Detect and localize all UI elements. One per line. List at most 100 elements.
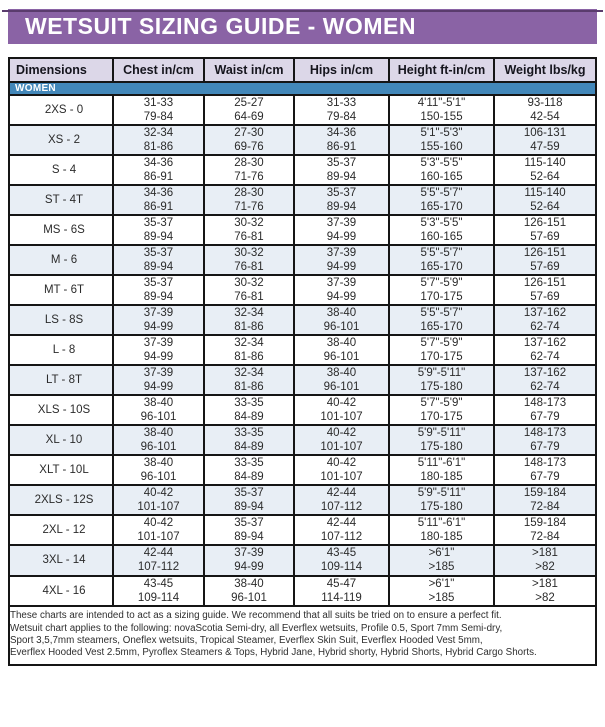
weight-cell: 159-184 72-84 [493, 484, 597, 517]
size-label: 2XS - 0 [8, 93, 114, 127]
hips-cell: 42-44 107-112 [293, 514, 390, 547]
table-row: 4XL - 16 43-45 109-114 38-40 96-101 45-47 114-… [8, 574, 597, 607]
chest-cell: 34-36 86-91 [112, 154, 205, 187]
column-header-dimensions: Dimensions [8, 57, 114, 83]
column-header-height: Height ft-in/cm [388, 57, 495, 83]
section-row-women: WOMEN [8, 81, 597, 96]
height-cell: 5'1"-5'3" 155-160 [388, 124, 495, 157]
size-label: LS - 8S [8, 304, 114, 337]
height-cell: 5'9"-5'11" 175-180 [388, 364, 495, 397]
footnote-block: These charts are intended to act as a si… [8, 604, 597, 666]
waist-cell: 33-35 84-89 [203, 454, 295, 487]
table-row: XS - 2 32-34 81-86 27-30 69-76 34-36 86-91 5'1"… [8, 124, 597, 157]
size-label: M - 6 [8, 244, 114, 277]
footnote-line-4: Everflex Hooded Vest 2.5mm, Pyroflex Ste… [10, 647, 537, 659]
hips-cell: 38-40 96-101 [293, 304, 390, 337]
column-header-row: Dimensions Chest in/cm Waist in/cm Hips in/… [8, 57, 597, 83]
table-row: XLS - 10S 38-40 96-101 33-35 84-89 40-42 101-1… [8, 394, 597, 427]
hips-cell: 45-47 114-119 [293, 574, 390, 607]
height-cell: 5'5"-5'7" 165-170 [388, 184, 495, 217]
hips-cell: 38-40 96-101 [293, 334, 390, 367]
hips-cell: 37-39 94-99 [293, 214, 390, 247]
hips-cell: 40-42 101-107 [293, 424, 390, 457]
table-row: 3XL - 14 42-44 107-112 37-39 94-99 43-45 109-1… [8, 544, 597, 577]
column-header-chest: Chest in/cm [112, 57, 205, 83]
hips-cell: 43-45 109-114 [293, 544, 390, 577]
waist-cell: 25-27 64-69 [203, 93, 295, 127]
size-label: 2XLS - 12S [8, 484, 114, 517]
table-row: MT - 6T 35-37 89-94 30-32 76-81 37-39 94-99 5'7… [8, 274, 597, 307]
waist-cell: 28-30 71-76 [203, 154, 295, 187]
hips-cell: 31-33 79-84 [293, 93, 390, 127]
waist-cell: 28-30 71-76 [203, 184, 295, 217]
chest-cell: 38-40 96-101 [112, 394, 205, 427]
weight-cell: 93-118 42-54 [493, 93, 597, 127]
hips-cell: 34-36 86-91 [293, 124, 390, 157]
chest-cell: 31-33 79-84 [112, 93, 205, 127]
height-cell: 5'5"-5'7" 165-170 [388, 304, 495, 337]
chest-cell: 37-39 94-99 [112, 364, 205, 397]
hips-cell: 40-42 101-107 [293, 454, 390, 487]
height-cell: >6'1" >185 [388, 544, 495, 577]
chest-cell: 37-39 94-99 [112, 304, 205, 337]
waist-cell: 30-32 76-81 [203, 214, 295, 247]
chest-cell: 40-42 101-107 [112, 514, 205, 547]
waist-cell: 27-30 69-76 [203, 124, 295, 157]
weight-cell: 148-173 67-79 [493, 394, 597, 427]
height-cell: 5'9"-5'11" 175-180 [388, 424, 495, 457]
weight-cell: 148-173 67-79 [493, 454, 597, 487]
footnote-line-3: Sport 3,5,7mm steamers, Oneflex wetsuits… [10, 635, 483, 647]
hips-cell: 42-44 107-112 [293, 484, 390, 517]
footnote-row: These charts are intended to act as a si… [8, 604, 597, 666]
waist-cell: 37-39 94-99 [203, 544, 295, 577]
hips-cell: 38-40 96-101 [293, 364, 390, 397]
top-accent-strip [2, 10, 603, 12]
section-label: WOMEN [8, 81, 597, 96]
table-row: 2XS - 0 31-33 79-84 25-27 64-69 31-33 79-84 4'1… [8, 93, 597, 127]
chest-cell: 42-44 107-112 [112, 544, 205, 577]
column-header-waist: Waist in/cm [203, 57, 295, 83]
size-label: XL - 10 [8, 424, 114, 457]
hips-cell: 35-37 89-94 [293, 154, 390, 187]
table-row: XLT - 10L 38-40 96-101 33-35 84-89 40-42 101-1… [8, 454, 597, 487]
height-cell: >6'1" >185 [388, 574, 495, 607]
height-cell: 5'5"-5'7" 165-170 [388, 244, 495, 277]
weight-cell: 137-162 62-74 [493, 334, 597, 367]
column-header-hips: Hips in/cm [293, 57, 390, 83]
size-label: 4XL - 16 [8, 574, 114, 607]
weight-cell: 115-140 52-64 [493, 184, 597, 217]
size-label: XS - 2 [8, 124, 114, 157]
waist-cell: 35-37 89-94 [203, 484, 295, 517]
table-row: LS - 8S 37-39 94-99 32-34 81-86 38-40 96-101 5'… [8, 304, 597, 337]
waist-cell: 32-34 81-86 [203, 304, 295, 337]
table-row: 2XL - 12 40-42 101-107 35-37 89-94 42-44 107-1… [8, 514, 597, 547]
height-cell: 5'3"-5'5" 160-165 [388, 154, 495, 187]
hips-cell: 40-42 101-107 [293, 394, 390, 427]
size-label: 3XL - 14 [8, 544, 114, 577]
size-label: LT - 8T [8, 364, 114, 397]
waist-cell: 30-32 76-81 [203, 244, 295, 277]
height-cell: 5'7"-5'9" 170-175 [388, 274, 495, 307]
hips-cell: 37-39 94-99 [293, 244, 390, 277]
size-label: XLS - 10S [8, 394, 114, 427]
footnote-line-1: These charts are intended to act as a si… [10, 610, 502, 622]
weight-cell: 106-131 47-59 [493, 124, 597, 157]
table-row: L - 8 37-39 94-99 32-34 81-86 38-40 96-101 5'7"… [8, 334, 597, 367]
size-label: MT - 6T [8, 274, 114, 307]
chest-cell: 40-42 101-107 [112, 484, 205, 517]
weight-cell: 159-184 72-84 [493, 514, 597, 547]
page-title: WETSUIT SIZING GUIDE - WOMEN [8, 9, 597, 44]
weight-cell: 137-162 62-74 [493, 364, 597, 397]
table-row: LT - 8T 37-39 94-99 32-34 81-86 38-40 96-101 5'… [8, 364, 597, 397]
height-cell: 5'9"-5'11" 175-180 [388, 484, 495, 517]
table-row: XL - 10 38-40 96-101 33-35 84-89 40-42 101-107… [8, 424, 597, 457]
footnote-line-2: Wetsuit chart applies to the following: … [10, 622, 503, 634]
chest-cell: 35-37 89-94 [112, 214, 205, 247]
size-label: MS - 6S [8, 214, 114, 247]
chest-cell: 37-39 94-99 [112, 334, 205, 367]
height-cell: 5'11"-6'1" 180-185 [388, 514, 495, 547]
hips-cell: 35-37 89-94 [293, 184, 390, 217]
size-label: S - 4 [8, 154, 114, 187]
size-label: ST - 4T [8, 184, 114, 217]
chest-cell: 35-37 89-94 [112, 244, 205, 277]
